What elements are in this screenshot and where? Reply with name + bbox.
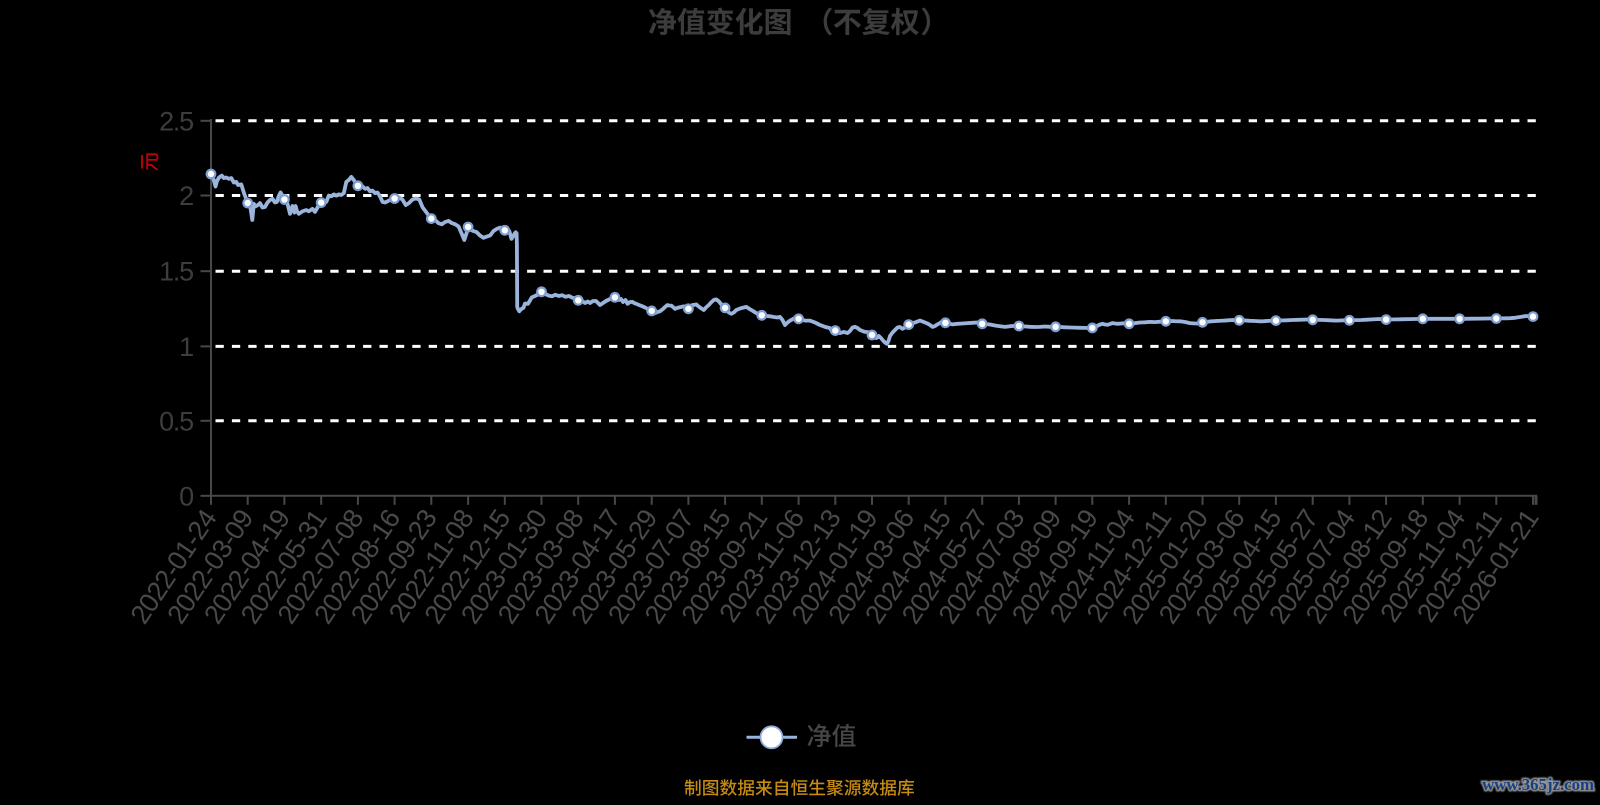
svg-text:1: 1 <box>179 332 193 362</box>
svg-text:www.365jz.com: www.365jz.com <box>1482 775 1594 794</box>
svg-text:2: 2 <box>179 181 193 211</box>
svg-text:0: 0 <box>179 481 193 511</box>
svg-text:0.5: 0.5 <box>159 406 193 436</box>
svg-text:2.5: 2.5 <box>159 106 193 136</box>
svg-text:1.5: 1.5 <box>159 257 193 287</box>
svg-text:www.365jz.com: www.365jz.com <box>1482 775 1594 794</box>
